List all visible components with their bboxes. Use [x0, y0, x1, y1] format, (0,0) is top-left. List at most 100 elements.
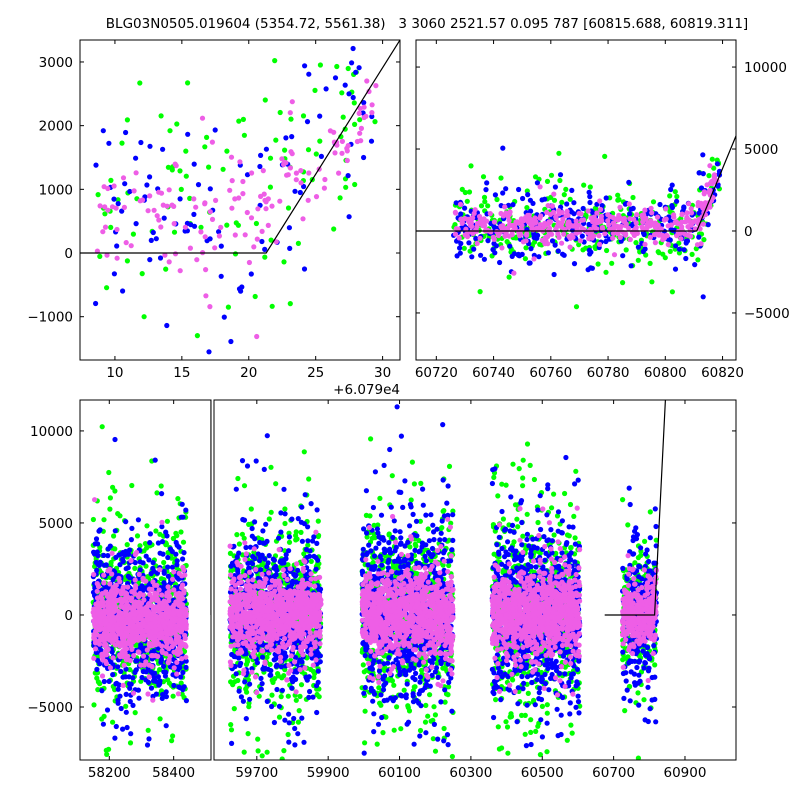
data-point-blue — [500, 190, 506, 196]
data-point-magenta — [553, 226, 559, 232]
data-point-magenta — [152, 619, 158, 625]
data-point-green — [112, 488, 118, 494]
data-point-green — [108, 224, 114, 230]
data-point-blue — [587, 194, 593, 200]
data-point-green — [202, 144, 208, 150]
data-point-green — [107, 495, 113, 501]
data-point-magenta — [145, 208, 151, 214]
data-point-magenta — [504, 227, 510, 233]
data-point-blue — [133, 221, 139, 227]
data-point-green — [464, 198, 470, 204]
data-point-green — [104, 285, 110, 291]
data-point-magenta — [174, 634, 180, 640]
data-point-magenta — [99, 673, 106, 679]
data-point-blue — [138, 139, 144, 146]
data-point-green — [669, 289, 676, 295]
data-point-green — [228, 727, 235, 733]
data-point-green — [297, 693, 303, 700]
data-point-blue — [481, 256, 487, 262]
data-point-magenta — [502, 204, 508, 210]
data-point-blue — [204, 238, 210, 244]
data-point-green — [279, 675, 285, 681]
data-point-green — [352, 181, 358, 188]
data-point-green — [378, 702, 384, 708]
data-point-blue — [100, 721, 106, 727]
data-point-magenta — [175, 691, 181, 697]
data-point-magenta — [203, 267, 209, 273]
data-point-green — [95, 687, 101, 693]
data-point-blue — [528, 246, 534, 252]
data-point-green — [674, 193, 680, 200]
data-point-green — [130, 231, 136, 237]
data-point-blue — [238, 288, 244, 294]
data-point-blue — [304, 119, 311, 125]
data-point-green — [227, 550, 233, 557]
data-point-blue — [112, 528, 118, 534]
data-point-blue — [534, 180, 541, 186]
data-point-blue — [177, 196, 183, 202]
data-point-magenta — [688, 210, 695, 216]
data-point-blue — [147, 174, 153, 180]
data-point-magenta — [567, 244, 573, 250]
data-point-magenta — [128, 598, 134, 604]
data-point-magenta — [168, 631, 174, 637]
data-point-blue — [163, 723, 169, 729]
data-point-magenta — [344, 148, 350, 154]
data-point-magenta — [610, 235, 616, 241]
data-point-magenta — [611, 252, 618, 258]
data-point-green — [167, 128, 173, 134]
data-point-green — [701, 237, 707, 243]
data-point-green — [405, 703, 411, 709]
data-point-magenta — [172, 251, 179, 257]
data-point-blue — [283, 135, 289, 141]
data-point-magenta — [277, 198, 283, 204]
data-point-green — [232, 251, 239, 257]
data-point-magenta — [101, 608, 107, 614]
data-point-magenta — [171, 665, 177, 671]
data-point-green — [362, 740, 368, 746]
data-point-green — [91, 702, 97, 708]
data-point-blue — [301, 183, 307, 190]
data-point-magenta — [369, 110, 375, 116]
data-point-blue — [123, 709, 129, 715]
data-point-green — [158, 483, 164, 489]
data-point-green — [293, 697, 299, 703]
data-point-magenta — [218, 224, 224, 230]
data-point-magenta — [634, 229, 640, 235]
data-point-blue — [152, 457, 158, 463]
data-point-green — [241, 749, 247, 755]
data-point-magenta — [120, 682, 126, 689]
data-point-green — [157, 531, 163, 537]
data-point-blue — [127, 188, 133, 195]
data-point-magenta — [150, 697, 156, 703]
data-point-green — [478, 203, 485, 209]
data-point-blue — [590, 210, 596, 216]
data-point-blue — [137, 559, 143, 565]
data-point-magenta — [578, 217, 585, 223]
data-point-blue — [555, 248, 561, 254]
data-point-blue — [628, 263, 634, 269]
data-point-blue — [510, 202, 516, 208]
data-point-magenta — [652, 240, 659, 246]
data-point-magenta — [502, 233, 508, 239]
data-point-magenta — [203, 293, 209, 299]
data-point-green — [246, 521, 252, 528]
data-point-blue — [206, 349, 212, 355]
data-point-magenta — [91, 655, 97, 661]
data-point-green — [164, 518, 170, 524]
data-point-blue — [118, 668, 124, 675]
data-point-magenta — [284, 172, 290, 178]
data-point-blue — [497, 259, 503, 266]
data-point-blue — [120, 726, 126, 732]
data-point-blue — [115, 201, 121, 207]
data-point-magenta — [178, 593, 184, 599]
data-point-green — [101, 517, 107, 523]
axes-frame — [79, 39, 401, 361]
data-point-green — [129, 482, 135, 489]
data-point-blue — [128, 537, 134, 543]
data-point-green — [102, 211, 108, 217]
data-point-blue — [120, 556, 126, 563]
data-point-blue — [150, 560, 156, 566]
data-point-green — [123, 703, 129, 709]
data-point-magenta — [94, 595, 101, 601]
